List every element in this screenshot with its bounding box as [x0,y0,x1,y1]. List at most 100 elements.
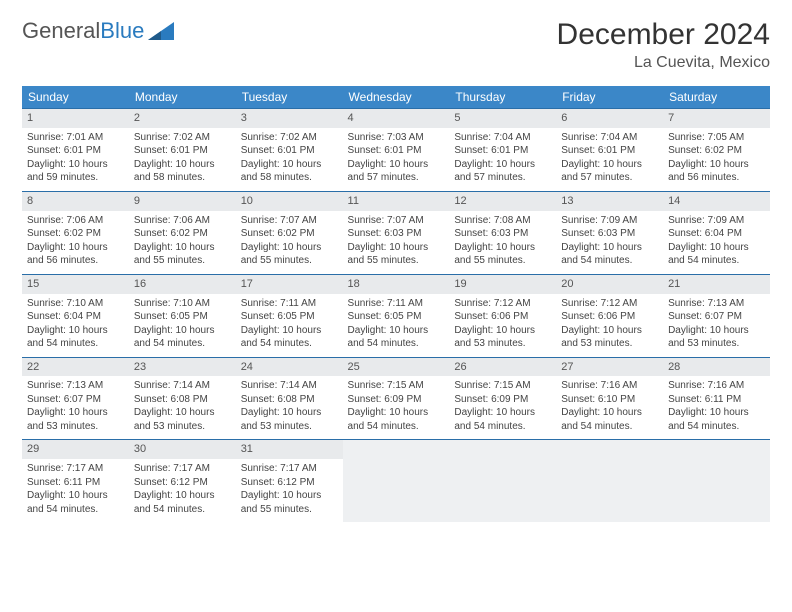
cell-text: and 54 minutes. [668,254,765,268]
cell-text: Daylight: 10 hours [454,158,551,172]
calendar-week-row: 8Sunrise: 7:06 AMSunset: 6:02 PMDaylight… [22,191,770,274]
weekday-header-row: SundayMondayTuesdayWednesdayThursdayFrid… [22,86,770,109]
cell-text: and 54 minutes. [668,420,765,434]
triangle-icon [148,22,174,40]
cell-text: Daylight: 10 hours [454,324,551,338]
cell-text: Sunset: 6:02 PM [27,227,124,241]
cell-text: and 55 minutes. [348,254,445,268]
cell-text: Sunrise: 7:13 AM [27,379,124,393]
day-number: 18 [343,275,450,294]
calendar-cell: 21Sunrise: 7:13 AMSunset: 6:07 PMDayligh… [663,274,770,357]
cell-text: Sunset: 6:11 PM [27,476,124,490]
cell-text: and 54 minutes. [454,420,551,434]
cell-text: and 57 minutes. [561,171,658,185]
cell-text: and 58 minutes. [241,171,338,185]
cell-text: Sunrise: 7:10 AM [134,297,231,311]
calendar-cell: 29Sunrise: 7:17 AMSunset: 6:11 PMDayligh… [22,440,129,522]
cell-text: Sunrise: 7:11 AM [348,297,445,311]
cell-text: Sunrise: 7:17 AM [134,462,231,476]
calendar-cell: 19Sunrise: 7:12 AMSunset: 6:06 PMDayligh… [449,274,556,357]
cell-text: Daylight: 10 hours [27,158,124,172]
calendar-cell: 25Sunrise: 7:15 AMSunset: 6:09 PMDayligh… [343,357,450,440]
cell-text: Daylight: 10 hours [561,406,658,420]
cell-text: Sunrise: 7:01 AM [27,131,124,145]
cell-text: and 54 minutes. [27,503,124,517]
cell-text: Daylight: 10 hours [27,324,124,338]
calendar-cell: 26Sunrise: 7:15 AMSunset: 6:09 PMDayligh… [449,357,556,440]
cell-text: and 59 minutes. [27,171,124,185]
calendar-cell: 20Sunrise: 7:12 AMSunset: 6:06 PMDayligh… [556,274,663,357]
cell-text: Sunrise: 7:10 AM [27,297,124,311]
cell-text: Daylight: 10 hours [454,406,551,420]
calendar-cell: 5Sunrise: 7:04 AMSunset: 6:01 PMDaylight… [449,109,556,192]
cell-text: and 56 minutes. [668,171,765,185]
day-number: 26 [449,358,556,377]
day-number: 16 [129,275,236,294]
cell-text: Daylight: 10 hours [241,489,338,503]
cell-text: Daylight: 10 hours [668,406,765,420]
cell-text: Daylight: 10 hours [348,406,445,420]
cell-text: Sunrise: 7:09 AM [561,214,658,228]
day-number: 21 [663,275,770,294]
cell-text: Sunrise: 7:14 AM [241,379,338,393]
calendar-cell: 3Sunrise: 7:02 AMSunset: 6:01 PMDaylight… [236,109,343,192]
day-number: 17 [236,275,343,294]
cell-text: Sunset: 6:04 PM [668,227,765,241]
cell-text: Sunset: 6:07 PM [668,310,765,324]
cell-text: and 55 minutes. [134,254,231,268]
calendar-table: SundayMondayTuesdayWednesdayThursdayFrid… [22,86,770,522]
logo-text: GeneralBlue [22,18,144,44]
cell-text: Sunrise: 7:16 AM [561,379,658,393]
calendar-cell: 31Sunrise: 7:17 AMSunset: 6:12 PMDayligh… [236,440,343,522]
cell-text: and 53 minutes. [134,420,231,434]
calendar-week-row: 1Sunrise: 7:01 AMSunset: 6:01 PMDaylight… [22,109,770,192]
cell-text: and 54 minutes. [241,337,338,351]
cell-text: Sunrise: 7:06 AM [27,214,124,228]
cell-text: Sunset: 6:05 PM [134,310,231,324]
calendar-cell: 10Sunrise: 7:07 AMSunset: 6:02 PMDayligh… [236,191,343,274]
logo-text-1: General [22,18,100,43]
calendar-cell: 30Sunrise: 7:17 AMSunset: 6:12 PMDayligh… [129,440,236,522]
day-number: 27 [556,358,663,377]
day-number: 12 [449,192,556,211]
cell-text: and 54 minutes. [348,337,445,351]
day-number: 15 [22,275,129,294]
cell-text: Sunrise: 7:14 AM [134,379,231,393]
cell-text: Sunset: 6:06 PM [561,310,658,324]
cell-text: Sunrise: 7:02 AM [134,131,231,145]
cell-text: Daylight: 10 hours [561,324,658,338]
cell-text: Sunrise: 7:03 AM [348,131,445,145]
cell-text: and 53 minutes. [27,420,124,434]
cell-text: Sunrise: 7:16 AM [668,379,765,393]
day-number: 19 [449,275,556,294]
calendar-week-row: 15Sunrise: 7:10 AMSunset: 6:04 PMDayligh… [22,274,770,357]
day-number: 14 [663,192,770,211]
calendar-cell: 7Sunrise: 7:05 AMSunset: 6:02 PMDaylight… [663,109,770,192]
cell-text: Daylight: 10 hours [348,241,445,255]
calendar-cell: 12Sunrise: 7:08 AMSunset: 6:03 PMDayligh… [449,191,556,274]
cell-text: Sunrise: 7:17 AM [27,462,124,476]
day-number: 28 [663,358,770,377]
calendar-week-row: 22Sunrise: 7:13 AMSunset: 6:07 PMDayligh… [22,357,770,440]
cell-text: Daylight: 10 hours [561,241,658,255]
cell-text: Sunset: 6:12 PM [134,476,231,490]
day-number: 9 [129,192,236,211]
cell-text: Sunset: 6:04 PM [27,310,124,324]
cell-text: Sunset: 6:12 PM [241,476,338,490]
cell-text: and 53 minutes. [561,337,658,351]
calendar-cell [449,440,556,522]
cell-text: Daylight: 10 hours [241,241,338,255]
cell-text: Sunrise: 7:07 AM [241,214,338,228]
day-number: 10 [236,192,343,211]
cell-text: Sunset: 6:02 PM [668,144,765,158]
cell-text: Sunrise: 7:12 AM [454,297,551,311]
cell-text: Sunset: 6:10 PM [561,393,658,407]
cell-text: Daylight: 10 hours [134,489,231,503]
cell-text: Sunset: 6:03 PM [348,227,445,241]
calendar-cell [556,440,663,522]
calendar-cell: 17Sunrise: 7:11 AMSunset: 6:05 PMDayligh… [236,274,343,357]
cell-text: Sunset: 6:09 PM [348,393,445,407]
calendar-cell: 11Sunrise: 7:07 AMSunset: 6:03 PMDayligh… [343,191,450,274]
cell-text: Daylight: 10 hours [134,324,231,338]
cell-text: Daylight: 10 hours [561,158,658,172]
